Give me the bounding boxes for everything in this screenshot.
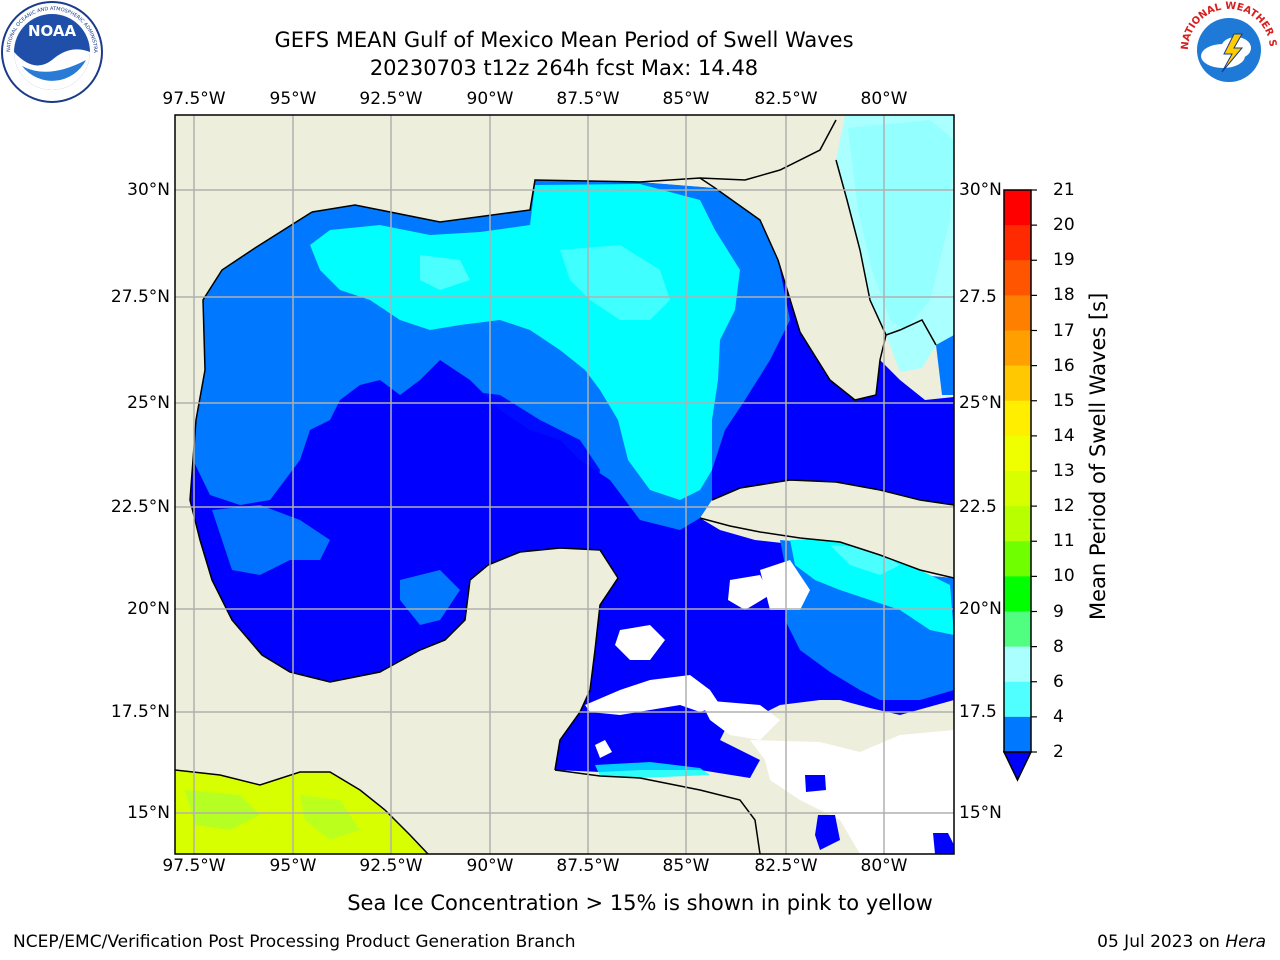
gulf-water-region <box>190 180 954 778</box>
lon-label-top: 82.5°W <box>754 89 818 109</box>
noaa-logo: NOAA NATIONAL OCEANIC AND ATMOSPHERIC AD… <box>0 0 106 104</box>
lon-label-top: 80°W <box>860 89 908 109</box>
lon-label-bottom: 95°W <box>269 856 317 876</box>
lon-label-bottom: 92.5°W <box>359 856 423 876</box>
colorbar-segment <box>1004 681 1031 718</box>
colorbar-tick-label: 12 <box>1053 496 1075 517</box>
lat-label-left: 27.5°N <box>110 287 170 307</box>
colorbar-segment <box>1004 400 1031 437</box>
lon-label-top: 87.5°W <box>556 89 620 109</box>
colorbar-segment <box>1004 611 1031 648</box>
footer-right: 05 Jul 2023 on Hera <box>1097 932 1266 952</box>
colorbar-tick-label: 19 <box>1053 250 1075 271</box>
lat-label-right: 27.5 <box>959 287 997 307</box>
no-data-region <box>615 625 665 660</box>
colorbar-tick-label: 16 <box>1053 355 1075 376</box>
cuba-land <box>700 480 954 578</box>
colorbar-segment <box>1004 295 1031 331</box>
lat-label-left: 25°N <box>127 393 170 413</box>
lon-label-bottom: 85°W <box>662 856 710 876</box>
colorbar-tick-label: 2 <box>1053 742 1064 762</box>
florida-land <box>640 120 886 400</box>
coastlines <box>175 119 954 854</box>
colorbar-tick-label: 20 <box>1053 215 1075 236</box>
sea-ice-note: Sea Ice Concentration > 15% is shown in … <box>347 891 933 915</box>
colorbar-extend-triangle <box>1002 751 1033 782</box>
lon-label-bottom: 80°W <box>860 856 908 876</box>
lat-label-left: 15°N <box>127 803 170 823</box>
lon-label-top: 92.5°W <box>359 89 423 109</box>
colorbar-segment <box>1004 576 1031 612</box>
grid-lines <box>175 115 954 854</box>
colorbar-tick-label: 18 <box>1053 285 1075 306</box>
lon-label-bottom: 82.5°W <box>754 856 818 876</box>
lat-label-right: 20°N <box>959 599 1002 619</box>
atlantic-swell-region <box>836 115 954 372</box>
svg-text:NOAA: NOAA <box>28 22 77 40</box>
colorbar-tick-label: 17 <box>1053 320 1075 341</box>
lat-label-left: 22.5°N <box>110 497 170 517</box>
lon-label-bottom: 90°W <box>466 856 514 876</box>
chart-subtitle: 20230703 t12z 264h fcst Max: 14.48 <box>369 56 759 80</box>
yucatan-land <box>175 548 954 854</box>
land-background <box>175 115 954 854</box>
map-frame <box>174 114 955 855</box>
colorbar-tick-label: 13 <box>1053 461 1075 481</box>
lon-label-bottom: 97.5°W <box>162 856 226 876</box>
lat-label-left: 30°N <box>127 180 170 200</box>
lat-label-right: 17.5 <box>959 702 997 722</box>
colorbar <box>1002 189 1037 782</box>
footer-machine: Hera <box>1225 932 1266 952</box>
chart-title: GEFS MEAN Gulf of Mexico Mean Period of … <box>274 28 854 52</box>
lat-label-right: 22.5 <box>959 497 997 517</box>
colorbar-segment <box>1004 541 1031 577</box>
colorbar-segment <box>1004 260 1031 296</box>
colorbar-tick-label: 15 <box>1053 390 1075 411</box>
colorbar-tick-label: 4 <box>1053 706 1064 727</box>
colorbar-segment <box>1004 506 1031 542</box>
lon-label-top: 95°W <box>269 89 317 109</box>
colorbar-segment <box>1004 716 1031 753</box>
lat-label-right: 15°N <box>959 803 1002 823</box>
lon-label-bottom: 87.5°W <box>556 856 620 876</box>
colorbar-tick-label: 10 <box>1053 566 1075 587</box>
lat-label-left: 17.5°N <box>110 702 170 722</box>
colorbar-tick-label: 14 <box>1053 425 1075 446</box>
footer-left: NCEP/EMC/Verification Post Processing Pr… <box>13 932 576 952</box>
colorbar-segment <box>1004 330 1031 367</box>
footer-date: 05 Jul 2023 on <box>1097 932 1226 952</box>
colorbar-tick-label: 11 <box>1053 531 1075 552</box>
colorbar-tick-label: 9 <box>1053 601 1064 622</box>
lat-label-right: 25°N <box>959 393 1002 413</box>
colorbar-segment <box>1004 190 1031 226</box>
colorbar-segment <box>1004 225 1031 261</box>
colorbar-label: Mean Period of Swell Waves [s] <box>1086 292 1110 620</box>
colorbar-tick-label: 21 <box>1053 180 1075 200</box>
nws-logo: NATIONAL WEATHER SERVICE <box>1178 0 1280 100</box>
sea-ice-region <box>175 770 428 854</box>
lon-label-top: 97.5°W <box>162 89 226 109</box>
colorbar-segment <box>1004 646 1031 683</box>
colorbar-tick-label: 6 <box>1053 671 1064 692</box>
us-coast-land <box>175 115 836 680</box>
colorbar-segment <box>1004 471 1031 507</box>
colorbar-segment <box>1004 365 1031 402</box>
colorbar-segment <box>1004 435 1031 472</box>
colorbar-frame <box>1003 189 1032 753</box>
lat-label-left: 20°N <box>127 599 170 619</box>
lon-label-top: 85°W <box>662 89 710 109</box>
colorbar-tick-label: 8 <box>1053 636 1064 657</box>
lat-label-right: 30°N <box>959 180 1002 200</box>
lon-label-top: 90°W <box>466 89 514 109</box>
